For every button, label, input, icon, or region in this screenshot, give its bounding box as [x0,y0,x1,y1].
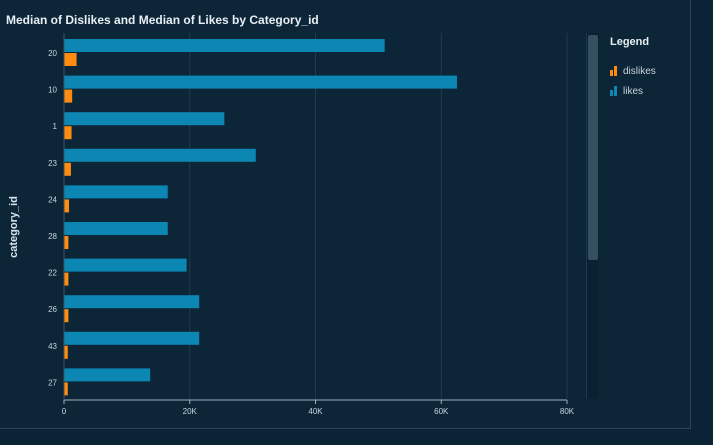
x-tick-label: 20K [183,407,198,416]
bar-dislikes-28[interactable] [64,236,69,249]
bar-dislikes-23[interactable] [64,162,71,176]
y-tick-label: 28 [48,232,57,241]
y-tick-label: 24 [48,195,57,204]
chart-panel: Median of Dislikes and Median of Likes b… [0,0,691,429]
legend-scrollbar[interactable] [586,33,599,399]
y-axis-title: category_id [8,196,20,258]
y-tick-label: 1 [53,122,58,131]
bars [64,39,457,396]
bar-dislikes-43[interactable] [64,345,68,359]
y-tick-label: 27 [48,378,57,387]
legend: Legend dislikes likes [606,36,686,101]
y-tick-label: 20 [48,49,57,58]
x-tick-label: 80K [560,407,575,416]
bar-dislikes-1[interactable] [64,126,72,140]
y-tick-label: 10 [48,86,57,95]
bar-likes-1[interactable] [64,112,225,126]
bar-likes-23[interactable] [64,148,256,162]
bar-likes-26[interactable] [64,295,200,309]
legend-swatch-dislikes [610,66,620,76]
x-tick-label: 60K [434,407,449,416]
y-tick-label: 26 [48,305,57,314]
bar-dislikes-27[interactable] [64,382,68,396]
legend-swatch-likes [610,86,620,96]
x-tick-label: 0 [62,407,67,416]
bar-dislikes-26[interactable] [64,309,69,323]
y-tick-label: 23 [48,159,57,168]
y-tick-label: 22 [48,269,57,278]
bar-dislikes-22[interactable] [64,272,69,286]
bar-likes-20[interactable] [64,39,385,52]
legend-item-dislikes[interactable]: dislikes [606,61,686,81]
legend-item-likes[interactable]: likes [606,81,686,101]
bar-likes-24[interactable] [64,185,168,199]
bar-dislikes-10[interactable] [64,89,73,103]
x-axis: 0 20K 40K 60K 80K [62,33,575,416]
bar-likes-22[interactable] [64,258,187,272]
legend-label-dislikes: dislikes [623,65,656,77]
bar-likes-10[interactable] [64,75,457,89]
legend-label-likes: likes [623,85,644,97]
y-tick-label: 43 [48,342,57,351]
bar-likes-27[interactable] [64,368,151,382]
y-tick-labels: 20 10 1 23 24 28 22 26 43 27 [48,49,57,387]
bar-dislikes-20[interactable] [64,53,77,66]
bar-likes-43[interactable] [64,331,200,345]
legend-scrollbar-thumb[interactable] [588,35,598,260]
bar-likes-28[interactable] [64,222,168,235]
x-tick-label: 40K [308,407,323,416]
bar-chart: 20 10 1 23 24 28 22 26 43 27 0 20K 40K 60K 80K catego… [8,33,575,416]
bar-dislikes-24[interactable] [64,199,70,213]
chart-title: Median of Dislikes and Median of Likes b… [6,13,319,27]
legend-title: Legend [610,36,650,48]
